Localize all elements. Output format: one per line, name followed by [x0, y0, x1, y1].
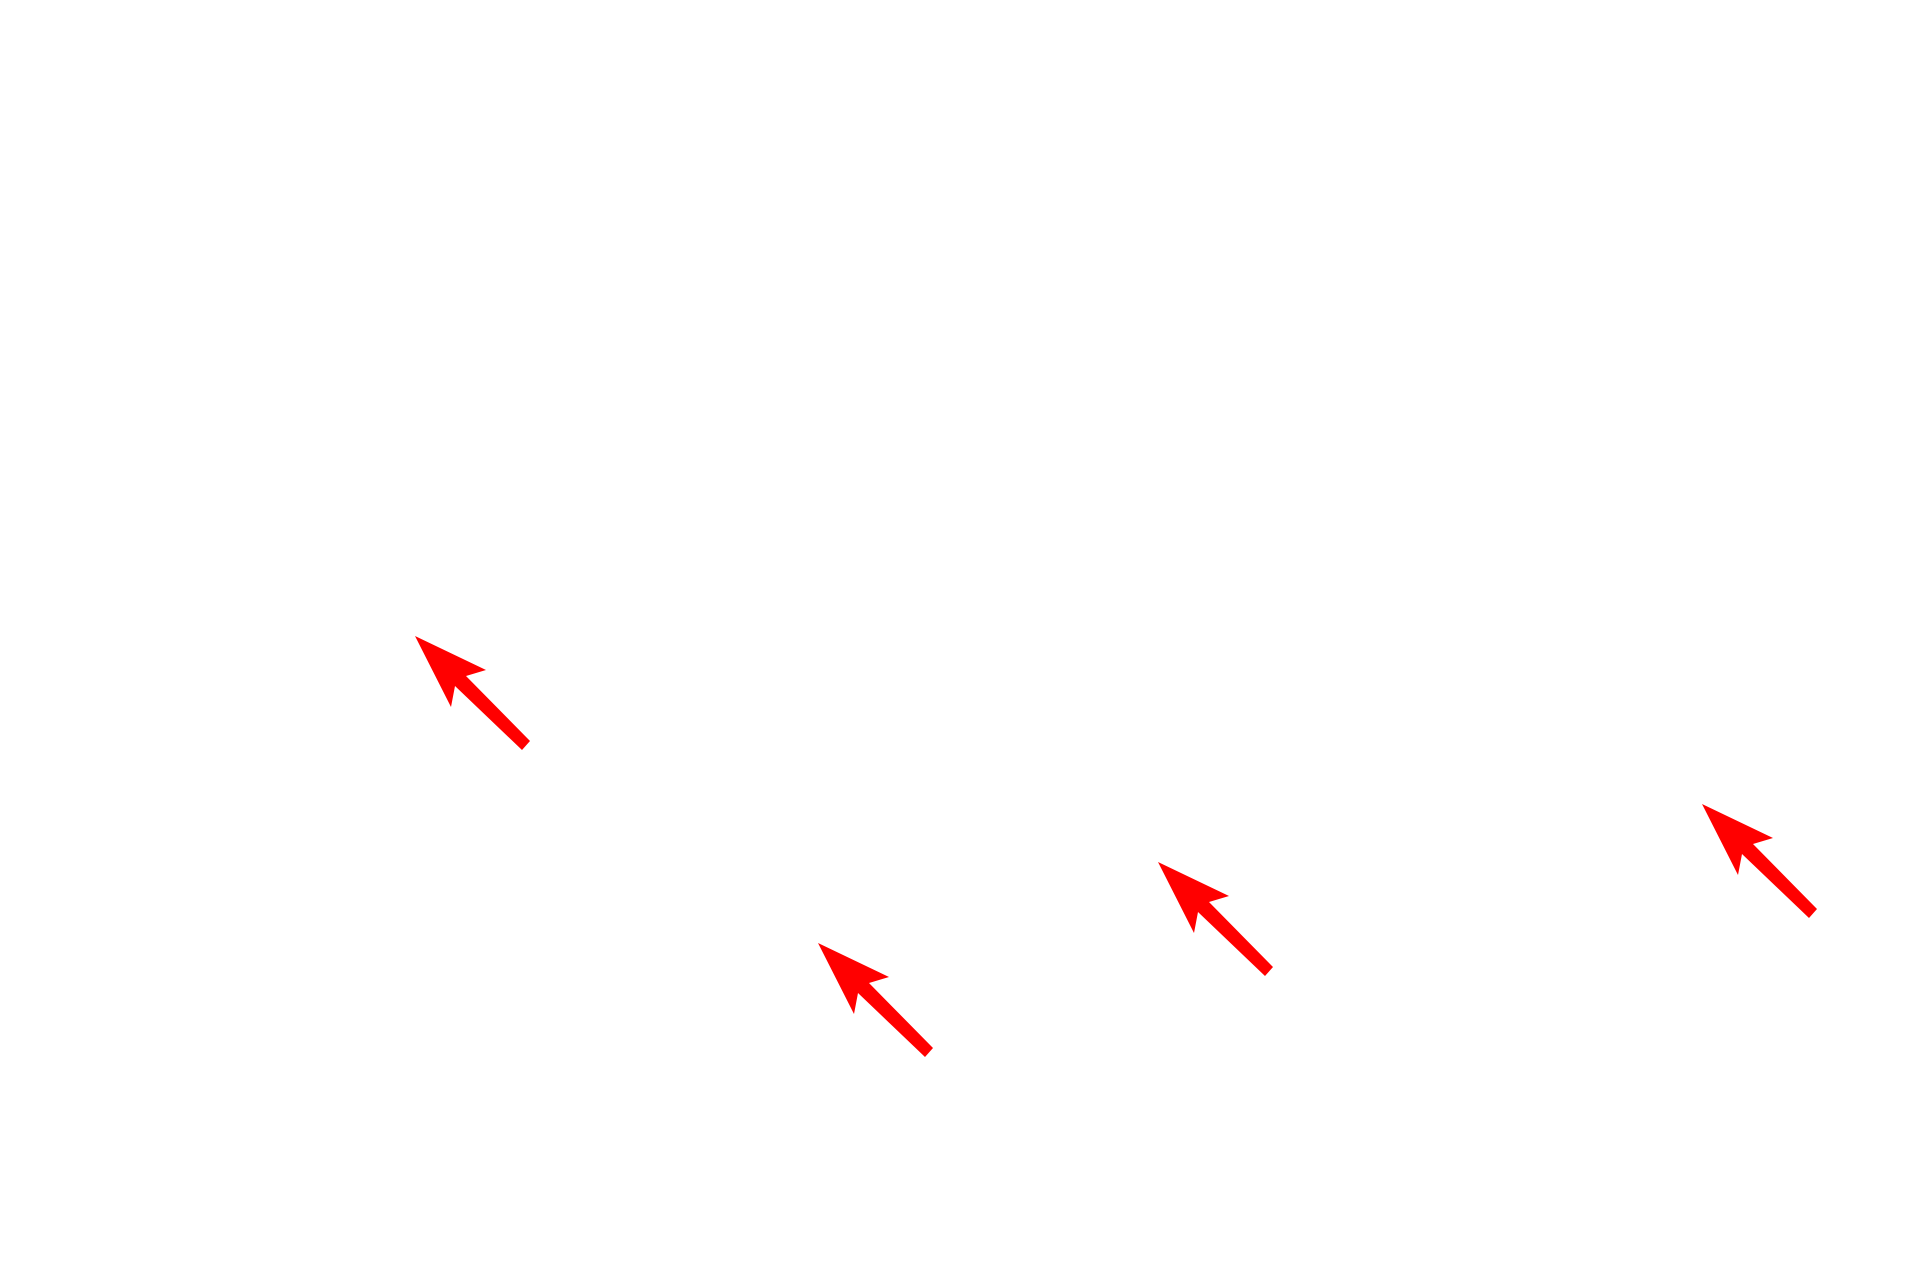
arrow-up-left-icon — [1158, 862, 1273, 976]
arrow-up-left-icon — [818, 943, 933, 1057]
arrow-up-left-icon — [415, 636, 530, 750]
arrow-up-left-icon — [1702, 804, 1817, 918]
